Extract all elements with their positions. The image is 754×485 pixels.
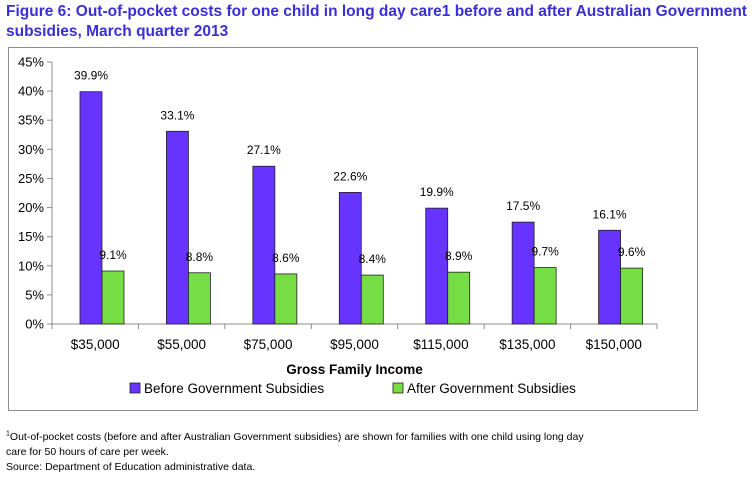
data-label: 27.1% — [247, 143, 281, 157]
bar-after — [274, 273, 298, 325]
footnote-text-2: care for 50 hours of care per week. — [6, 446, 169, 458]
chart-frame — [8, 47, 698, 411]
y-tick-label: 30% — [18, 142, 44, 157]
chart-title: Figure 6: Out-of-pocket costs for one ch… — [6, 3, 747, 40]
y-tick-label: 45% — [18, 55, 44, 70]
y-tick-label: 25% — [18, 171, 44, 186]
data-label: 17.5% — [506, 199, 540, 213]
data-label: 22.6% — [333, 169, 367, 183]
bar-before — [252, 165, 276, 325]
footnote-marker: 1 — [6, 430, 10, 438]
data-label: 9.7% — [531, 245, 559, 259]
bar-after — [101, 270, 125, 325]
x-tick-label: $75,000 — [244, 337, 293, 352]
y-tick-label: 20% — [18, 200, 44, 215]
bar-before — [425, 207, 449, 325]
y-tick-label: 0% — [25, 317, 44, 332]
data-label: 19.9% — [420, 185, 454, 199]
footnote-text-1: Out-of-pocket costs (before and after Au… — [9, 431, 584, 443]
y-tick-label: 15% — [18, 229, 44, 244]
data-label: 9.6% — [618, 245, 646, 259]
x-tick-label: $115,000 — [413, 337, 468, 352]
x-tick-label: $35,000 — [71, 337, 120, 352]
y-tick-label: 10% — [18, 258, 44, 273]
x-axis-title: Gross Family Income — [286, 362, 423, 377]
data-label: 39.9% — [74, 69, 108, 83]
bar-before — [166, 130, 189, 325]
bar-after — [360, 274, 384, 325]
legend-label: After Government Subsidies — [407, 381, 576, 396]
bar-before — [79, 91, 103, 325]
data-label: 8.8% — [186, 250, 214, 264]
data-label: 8.9% — [445, 249, 473, 263]
y-tick-label: 40% — [18, 84, 44, 99]
footnote-line-1: 1Out-of-pocket costs (before and after A… — [6, 430, 750, 445]
bar-after — [188, 272, 211, 325]
data-label: 16.1% — [593, 207, 627, 221]
bar-after — [620, 267, 643, 325]
y-tick-label: 35% — [18, 113, 44, 128]
legend-swatch-before — [129, 382, 141, 394]
footnote-source: Source: Department of Education administ… — [6, 461, 256, 473]
bar-after — [533, 267, 557, 325]
data-label: 8.6% — [272, 251, 300, 265]
bar-after — [447, 271, 471, 325]
legend-swatch-after — [392, 382, 404, 394]
x-tick-label: $95,000 — [330, 337, 379, 352]
data-label: 33.1% — [160, 108, 194, 122]
y-tick-label: 5% — [25, 287, 44, 302]
x-tick-label: $55,000 — [157, 337, 206, 352]
x-tick-label: $135,000 — [499, 337, 555, 352]
x-tick-label: $150,000 — [586, 337, 642, 352]
data-label: 9.1% — [99, 248, 127, 262]
data-label: 8.4% — [359, 252, 387, 266]
bar-before — [511, 221, 535, 325]
legend-label: Before Government Subsidies — [144, 381, 324, 396]
bar-before — [338, 192, 362, 325]
footnote: 1Out-of-pocket costs (before and after A… — [6, 430, 750, 475]
